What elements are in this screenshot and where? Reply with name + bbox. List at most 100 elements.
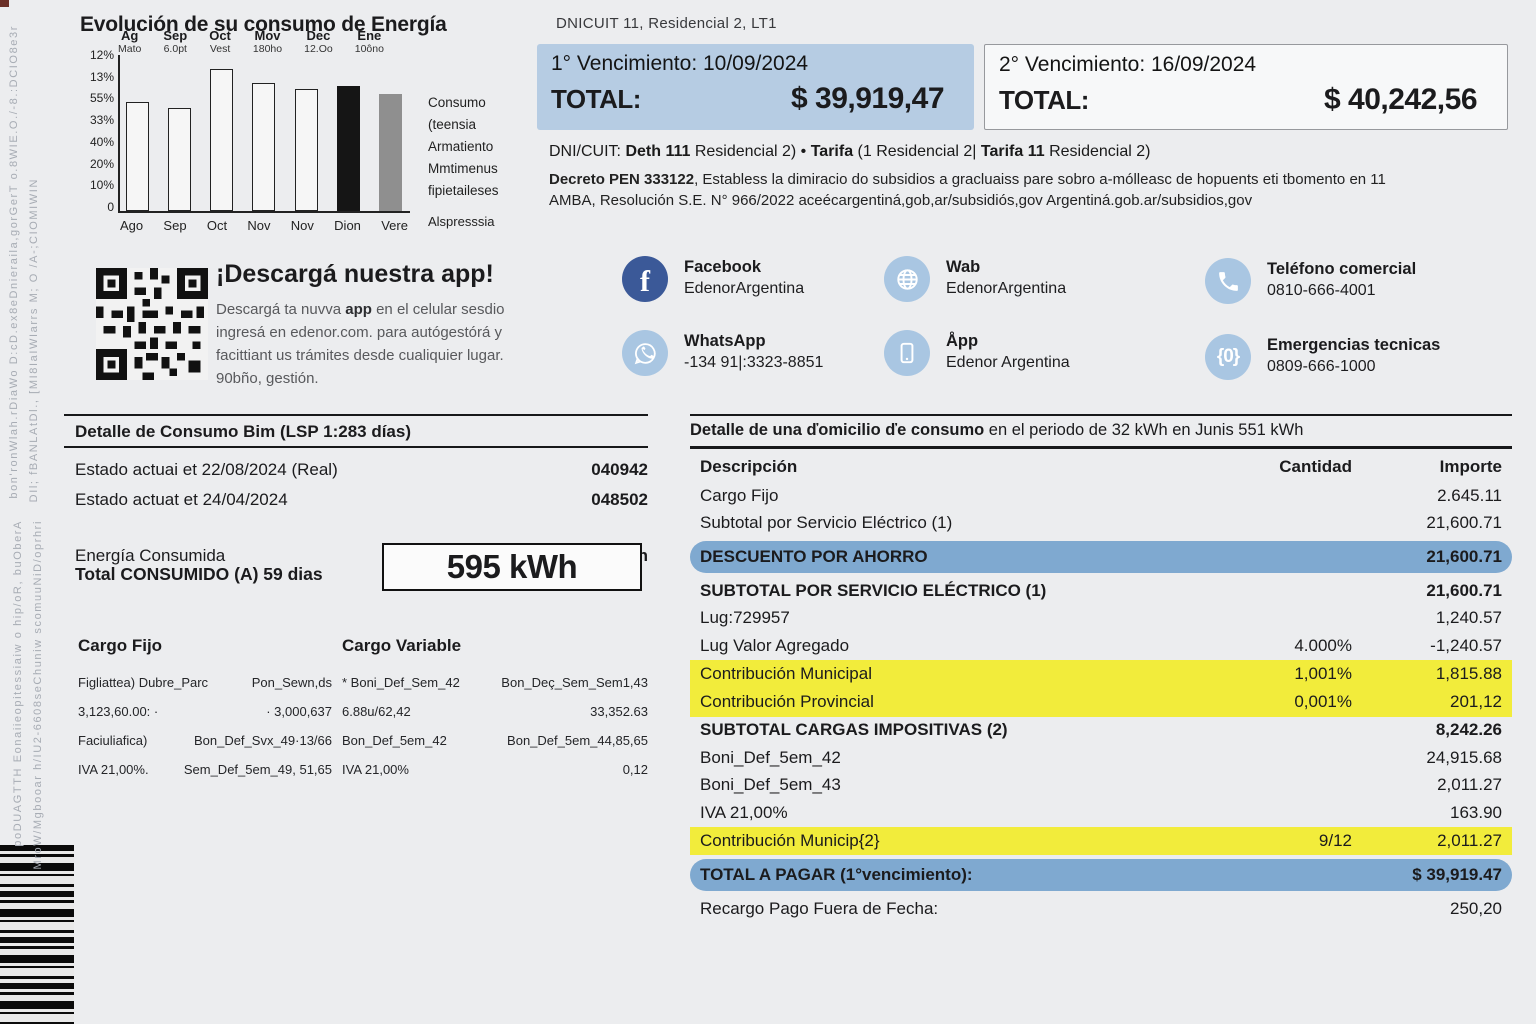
- cell-cantidad: 1,001%: [1294, 663, 1352, 683]
- month-label: Dec: [306, 28, 331, 43]
- cargo-fijo-title: Cargo Fijo: [78, 636, 163, 655]
- consumption-bar-chart: [118, 55, 410, 213]
- table-row: IVA 21,00% 163.90: [690, 799, 1512, 827]
- cell-description: Recargo Pago Fuera de Fecha:: [700, 898, 939, 918]
- cargo-cell-left: 6.88u/62,42: [342, 704, 411, 719]
- phone-icon: [1205, 258, 1251, 304]
- cargo-cell-right: Bon_Def_Svx_49·13/66: [193, 733, 332, 748]
- cargo-row: Figliattea) Dubre_Parc Pon_Sewn,ds: [78, 668, 332, 697]
- cargo-variable-title: Cargo Variable: [342, 636, 462, 655]
- x-tick-label: Ago: [120, 218, 144, 233]
- table-row: Boni_Def_5em_42 24,915.68: [690, 744, 1512, 772]
- bar-nov: [294, 89, 318, 211]
- cell-importe: 1,240.57: [1435, 608, 1502, 628]
- meter-row: Estado actuai et 22/08/2024 (Real) 040942: [75, 458, 648, 480]
- contact-tel-fono-comercial: Teléfono comercial 0810-666-4001: [1205, 258, 1416, 304]
- chart-top-label: Sep 6.0pt: [163, 28, 187, 55]
- column-importe: Importe: [1439, 457, 1502, 476]
- first-total-label: TOTAL:: [551, 84, 641, 114]
- cargo-cell-left: IVA 21,00%.: [78, 762, 149, 777]
- first-due-date: 1° Vencimiento: 10/09/2024: [551, 52, 809, 75]
- bold-text-segment: Tarifa 11: [980, 143, 1045, 160]
- y-tick: 20%: [89, 156, 114, 171]
- smartphone-icon: [884, 330, 930, 376]
- cargo-row: * Boni_Def_Sem_42 Bon_Deç_Sem_Sem1,43: [342, 668, 648, 697]
- total-consumed-label: Total CONSUMIDO (A) 59 dias: [75, 564, 323, 584]
- cell-importe: -1,240.57: [1430, 635, 1502, 655]
- bold-text-segment: Decreto PEN 333122: [549, 171, 695, 188]
- legend-entry: Consumo: [428, 95, 486, 110]
- second-due-date: 2° Vencimiento: 16/09/2024: [999, 53, 1257, 76]
- bar-oct: [210, 69, 234, 211]
- bold-text-segment: app: [345, 301, 372, 318]
- legend-entry: Armatiento: [428, 139, 494, 154]
- cell-description: Cargo Fijo: [700, 485, 779, 505]
- chart-top-label: Ene 10ôno: [355, 28, 384, 55]
- legend-entry: Mmtimenus: [428, 161, 498, 176]
- cell-description: Boni_Def_5em_43: [700, 775, 841, 795]
- second-total-amount: $ 40,242,56: [1324, 83, 1477, 116]
- cargo-cell-right: Bon_Def_5em_44,85,65: [507, 733, 648, 748]
- meter-row-label: Estado actuai et 22/08/2024 (Real): [75, 460, 338, 479]
- cell-cantidad: 4.000%: [1294, 635, 1352, 655]
- x-tick-label: Nov: [247, 218, 271, 233]
- y-tick: 33%: [89, 113, 114, 128]
- left-section-top-rule: [64, 414, 648, 416]
- cell-description: Subtotal por Servicio Eléctrico (1): [700, 513, 953, 533]
- bar-vere: [378, 94, 402, 211]
- x-tick-label: Dion: [334, 218, 361, 233]
- contact-label: WhatsApp: [684, 332, 766, 350]
- edge-bleed-text: MroW/Mgbooar h/IU2-6608seChuniw scomuuNi…: [32, 520, 44, 870]
- contact-value: 0810-666-4001: [1267, 282, 1376, 299]
- table-row: Lug:729957 1,240.57: [690, 605, 1512, 633]
- contact-text: Teléfono comercial 0810-666-4001: [1267, 258, 1416, 300]
- contact--pp: Åpp Edenor Argentina: [884, 330, 1070, 376]
- month-sublabel: Vest: [209, 43, 231, 55]
- cargo-row: Faciuliafica) Bon_Def_Svx_49·13/66: [78, 726, 332, 755]
- account-meta-line: DNICUIT 11, Residencial 2, LT1: [556, 15, 777, 32]
- cargo-cell-right: Sem_Def_5em_49, 51,65: [183, 762, 332, 777]
- cargo-row: IVA 21,00% 0,12: [342, 755, 648, 784]
- cargo-cell-right: · 3,000,637: [266, 704, 332, 719]
- charges-table: Descripción Cantidad Importe Cargo Fijo 2.64…: [690, 452, 1512, 923]
- cell-cantidad: 0,001%: [1294, 692, 1352, 712]
- table-row: Contribución Municip{2} 9/12 2,011.27: [690, 826, 1512, 855]
- text-segment: (1 Residencial 2|: [853, 143, 981, 160]
- edge-bleed-text: DIl; fBANLAtDl., [MI8IaIWIarrs M; O /A-;…: [28, 178, 40, 503]
- month-sublabel: 180ho: [252, 43, 283, 55]
- app-promo-paragraph: Descargá ta nuvva app en el celular sesd…: [216, 298, 546, 390]
- month-label: Sep: [163, 28, 188, 43]
- text-segment: Residencial 2): [1044, 143, 1151, 160]
- column-cantidad: Cantidad: [1279, 457, 1352, 476]
- cell-importe: 163.90: [1450, 802, 1502, 822]
- cell-description: Lug Valor Agregado: [700, 635, 850, 655]
- cell-importe: 201,12: [1450, 692, 1502, 712]
- x-tick-label: Nov: [290, 218, 314, 233]
- meter-row-label: Energía Consumida: [75, 546, 226, 565]
- dni-cuit-line: DNI/CUIT: Deth 111 Residencial 2) • Tari…: [549, 143, 1150, 161]
- cell-description: Lug:729957: [700, 608, 790, 628]
- cargo-cell-right: Pon_Sewn,ds: [251, 675, 332, 690]
- cell-importe: 8,242.26: [1435, 720, 1502, 740]
- cell-importe: 24,915.68: [1426, 747, 1502, 767]
- app-promo-title: ¡Descargá nuestra app!: [216, 260, 494, 288]
- cargo-cell-right: 33,352.63: [590, 704, 648, 719]
- cell-description: TOTAL A PAGAR (1°vencimiento):: [700, 865, 973, 884]
- barcode: [0, 845, 74, 1024]
- contact-emergencias-tecnicas: {0} Emergencias tecnicas 0809-666-1000: [1205, 334, 1440, 380]
- contact-value: EdenorArgentina: [946, 280, 1067, 297]
- chart-top-label: Mov 180ho: [253, 28, 282, 55]
- cell-importe: $ 39,919.47: [1412, 865, 1502, 884]
- cell-description: SUBTOTAL CARGAS IMPOSITIVAS (2): [700, 720, 1008, 740]
- y-tick: 10%: [89, 178, 114, 193]
- cell-importe: 2,011.27: [1437, 830, 1502, 850]
- contact-label: Wab: [946, 258, 981, 276]
- cargo-variable-rows: * Boni_Def_Sem_42 Bon_Deç_Sem_Sem1,43 6.88…: [342, 668, 648, 784]
- meter-row-label: Estado actuat et 24/04/2024: [75, 490, 288, 509]
- bold-text-segment: Tarifa: [810, 143, 854, 160]
- contact-value: 0809-666-1000: [1267, 358, 1376, 375]
- month-label: Mov: [254, 28, 281, 43]
- table-row: Boni_Def_5em_43 2,011.27: [690, 772, 1512, 800]
- cargo-fijo-rows: Figliattea) Dubre_Parc Pon_Sewn,ds 3,123,6…: [78, 668, 332, 784]
- cargo-cell-left: * Boni_Def_Sem_42: [342, 675, 460, 690]
